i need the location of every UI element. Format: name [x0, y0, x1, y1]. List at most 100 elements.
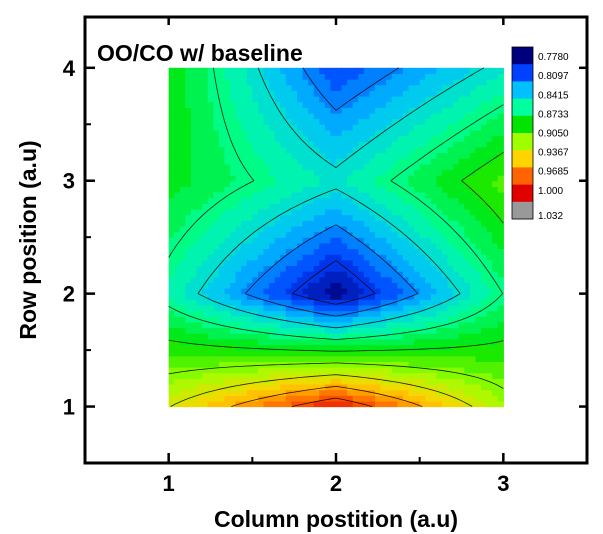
- heatmap-cell: [486, 225, 493, 233]
- heatmap-cell: [341, 271, 348, 278]
- heatmap-cell: [302, 192, 309, 199]
- heatmap-cell: [246, 214, 253, 221]
- heatmap-cell: [380, 197, 387, 204]
- heatmap-cell: [436, 383, 443, 391]
- heatmap-cell: [218, 395, 226, 402]
- heatmap-cell: [358, 259, 365, 267]
- heatmap-cell: [458, 299, 465, 306]
- heatmap-cell: [363, 242, 371, 250]
- heatmap-cell: [464, 304, 471, 312]
- heatmap-cell: [402, 79, 410, 86]
- heatmap-cell: [274, 237, 281, 244]
- heatmap-cell: [386, 333, 393, 340]
- heatmap-cell: [352, 282, 359, 289]
- heatmap-cell: [224, 67, 231, 75]
- heatmap-cell: [386, 79, 393, 86]
- heatmap-cell: [441, 299, 449, 306]
- heatmap-cell: [241, 231, 248, 238]
- heatmap-cell: [185, 287, 192, 295]
- heatmap-cell: [464, 118, 471, 125]
- heatmap-cell: [341, 175, 348, 182]
- heatmap-cell: [380, 333, 387, 340]
- heatmap-cell: [447, 225, 454, 233]
- heatmap-cell: [425, 259, 432, 267]
- heatmap-cell: [202, 299, 209, 306]
- heatmap-cell: [296, 389, 304, 396]
- heatmap-cell: [324, 135, 332, 142]
- heatmap-cell: [386, 152, 393, 159]
- heatmap-cell: [168, 208, 175, 216]
- heatmap-cell: [458, 192, 465, 199]
- heatmap-cell: [391, 163, 398, 171]
- heatmap-cell: [430, 186, 437, 193]
- heatmap-cell: [174, 395, 181, 402]
- heatmap-cell: [447, 287, 454, 295]
- heatmap-cell: [475, 395, 482, 402]
- heatmap-cell: [174, 282, 181, 289]
- heatmap-cell: [414, 254, 421, 261]
- heatmap-cell: [324, 304, 332, 312]
- heatmap-cell: [302, 389, 309, 396]
- heatmap-cell: [402, 180, 410, 187]
- heatmap-cell: [386, 96, 393, 103]
- heatmap-cell: [241, 129, 248, 137]
- heatmap-cell: [397, 175, 404, 182]
- heatmap-cell: [324, 395, 332, 402]
- heatmap-cell: [252, 220, 259, 227]
- heatmap-cell: [185, 67, 192, 75]
- heatmap-cell: [347, 169, 354, 176]
- heatmap-cell: [324, 344, 332, 351]
- heatmap-cell: [190, 350, 198, 357]
- heatmap-cell: [352, 141, 359, 148]
- heatmap-cell: [436, 316, 443, 323]
- heatmap-cell: [492, 67, 499, 75]
- heatmap-cell: [430, 367, 437, 374]
- heatmap-cell: [235, 73, 242, 80]
- heatmap-cell: [425, 248, 432, 255]
- heatmap-cell: [380, 146, 387, 154]
- heatmap-cell: [375, 299, 382, 306]
- heatmap-cell: [241, 73, 248, 80]
- heatmap-cell: [308, 237, 315, 244]
- heatmap-cell: [441, 203, 449, 210]
- heatmap-cell: [363, 276, 371, 283]
- heatmap-cell: [291, 141, 298, 148]
- heatmap-cell: [280, 276, 287, 283]
- heatmap-cell: [319, 163, 326, 171]
- heatmap-cell: [347, 361, 354, 368]
- heatmap-cell: [168, 169, 175, 176]
- heatmap-cell: [386, 378, 393, 385]
- heatmap-cell: [252, 400, 259, 408]
- heatmap-cell: [475, 321, 482, 329]
- heatmap-cell: [492, 214, 499, 221]
- heatmap-cell: [202, 192, 209, 199]
- heatmap-cell: [174, 378, 181, 385]
- heatmap-cell: [397, 344, 404, 351]
- heatmap-cell: [324, 355, 332, 362]
- heatmap-cell: [453, 124, 460, 131]
- heatmap-cell: [492, 169, 499, 176]
- heatmap-cell: [269, 338, 276, 346]
- heatmap-cell: [257, 242, 265, 250]
- heatmap-cell: [296, 107, 304, 114]
- heatmap-cell: [263, 299, 270, 306]
- heatmap-cell: [296, 259, 304, 267]
- heatmap-cell: [453, 293, 460, 300]
- heatmap-cell: [302, 383, 309, 391]
- heatmap-cell: [363, 293, 371, 300]
- heatmap-cell: [408, 84, 415, 91]
- heatmap-cell: [453, 254, 460, 261]
- heatmap-cell: [458, 175, 465, 182]
- heatmap-cell: [386, 180, 393, 187]
- heatmap-cell: [391, 84, 398, 91]
- heatmap-cell: [441, 338, 449, 346]
- heatmap-cell: [257, 333, 265, 340]
- heatmap-cell: [179, 169, 186, 176]
- heatmap-cell: [458, 321, 465, 329]
- heatmap-cell: [296, 225, 304, 233]
- heatmap-cell: [218, 237, 226, 244]
- heatmap-cell: [296, 248, 304, 255]
- heatmap-cell: [447, 208, 454, 216]
- heatmap-cell: [380, 73, 387, 80]
- heatmap-cell: [369, 265, 376, 272]
